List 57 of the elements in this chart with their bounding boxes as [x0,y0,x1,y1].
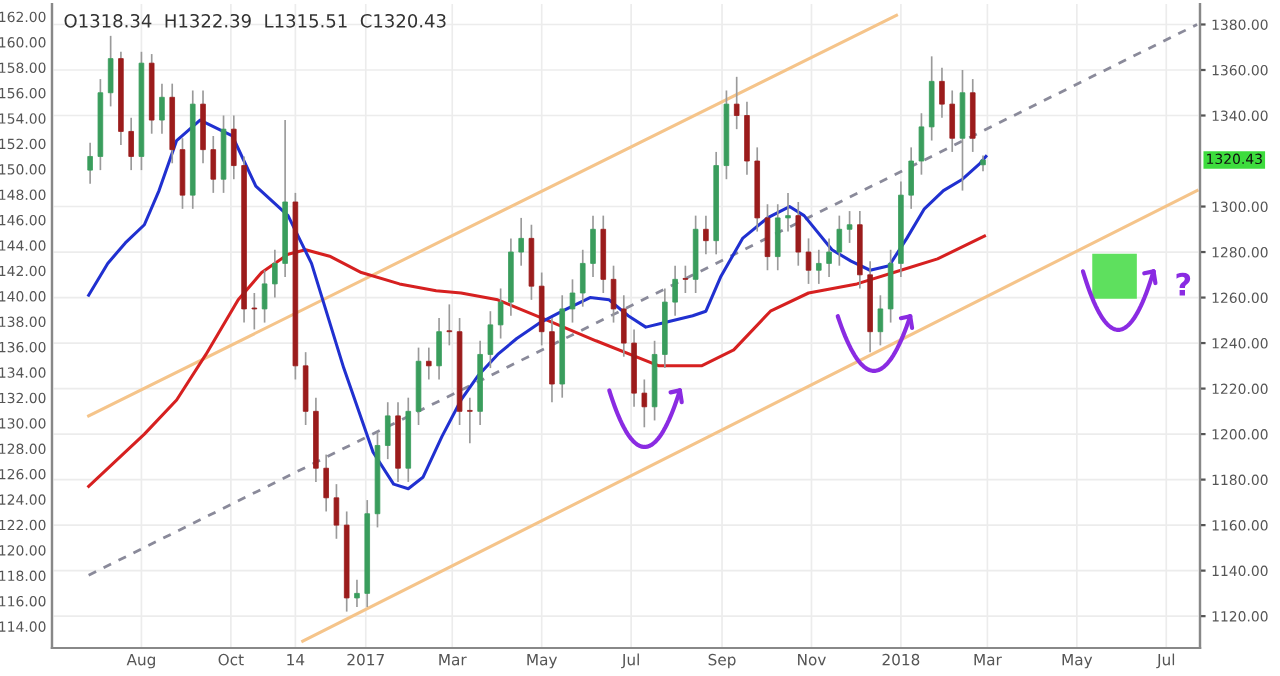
candlestick [682,264,689,294]
candlestick [774,203,781,272]
annotation: ? [1176,272,1191,296]
candlestick [159,82,165,135]
candlestick [610,264,617,324]
candlestick [210,135,217,194]
candlestick [949,89,955,153]
candlestick [928,55,935,142]
candlestick [179,137,186,210]
candlestick [939,66,945,119]
candlestick [487,310,494,369]
candlestick [87,141,93,185]
candlestick [733,75,740,130]
candlestick [518,217,524,267]
candlestick [272,248,278,299]
candlestick [959,69,966,192]
candlestick [128,116,134,171]
candlestick [333,483,340,540]
line-series [87,234,987,488]
candlestick [538,271,545,347]
candlestick [446,303,453,347]
candlestick [785,192,791,233]
annotation: O1318.34 H1322.39 L1315.51 C1320.43 [64,13,446,28]
candlestick [251,292,258,331]
candlestick [231,114,237,181]
candlestick [969,78,976,153]
candlestick [436,317,442,381]
candlestick [877,294,884,347]
candlestick [816,248,822,285]
candlestick [918,112,925,176]
candlestick [354,578,360,608]
candlestick [579,248,586,308]
candlestick [744,101,750,176]
candlestick [795,201,802,267]
candlestick [590,214,596,278]
candlestick [426,346,432,381]
candlestick [805,237,812,285]
candlestick [528,223,535,301]
candlestick [467,396,473,445]
candlestick [908,146,914,210]
candlestick [836,214,843,267]
candlestick [641,378,648,429]
candlestick [569,278,576,324]
candlestick [764,203,771,272]
candlestick [323,453,329,513]
candlestick [887,248,894,324]
candlestick [826,237,832,278]
candlestick [302,351,309,426]
candlestick [261,269,268,324]
candlestick [107,35,114,108]
candlestick [621,294,627,358]
candlestick [200,89,206,165]
candlestick [384,401,391,460]
candlestick [672,264,678,317]
candlestick [497,287,504,340]
candlestick [703,214,709,256]
candlestick [846,210,853,244]
